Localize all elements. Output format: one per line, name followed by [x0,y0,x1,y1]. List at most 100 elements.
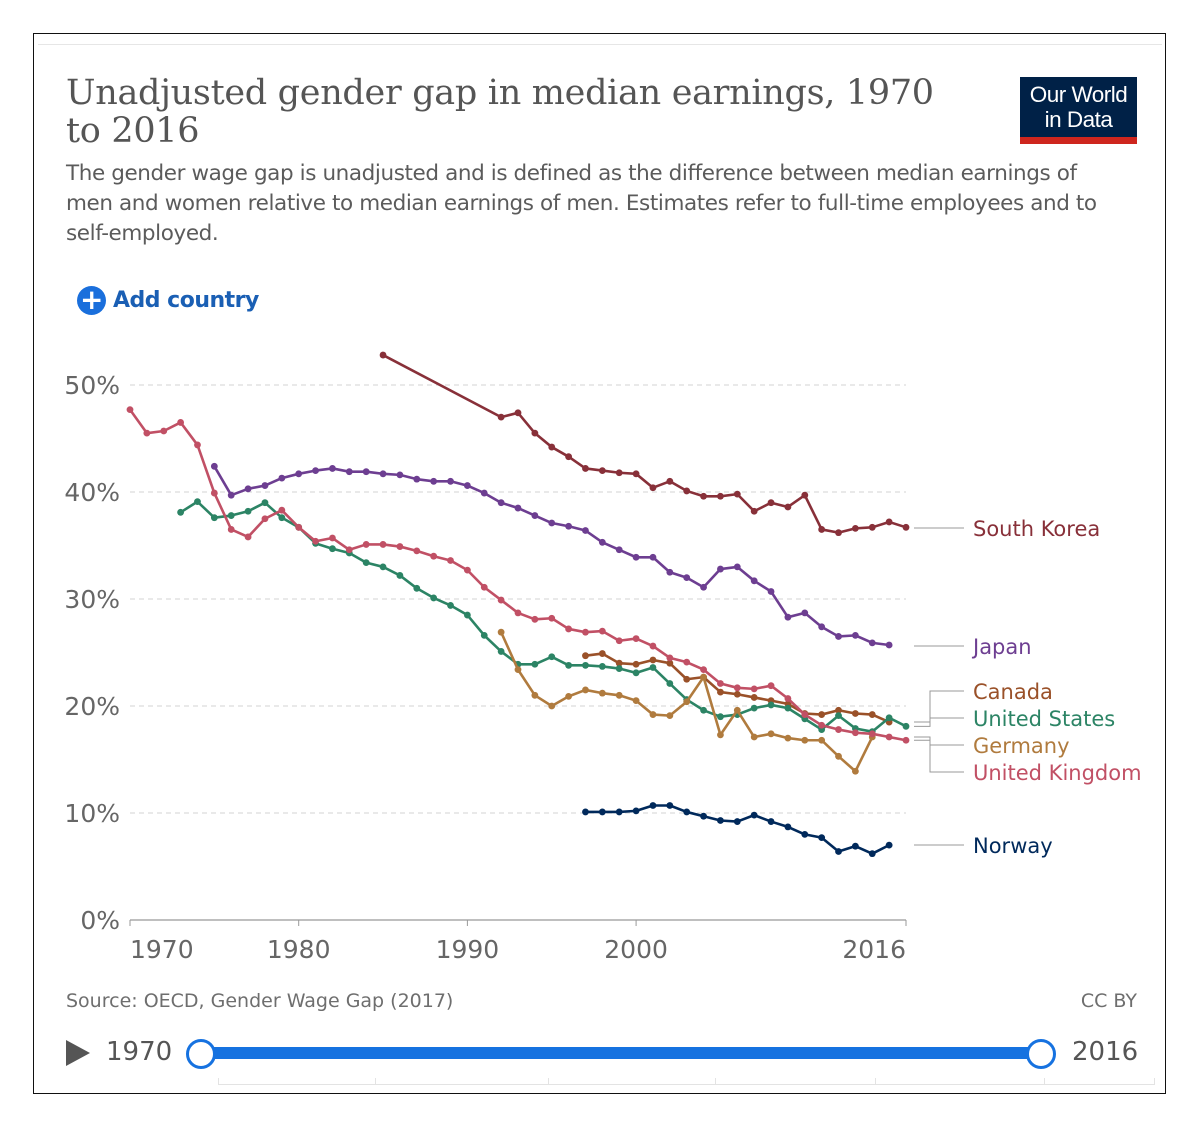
data-point [598,538,606,546]
data-point [396,572,404,579]
owid-logo[interactable]: Our World in Data [1020,77,1137,144]
timeline-start-handle[interactable] [186,1039,216,1069]
data-point [683,675,691,683]
data-point [717,731,724,739]
data-point [666,712,674,720]
data-point [868,730,876,738]
data-point [683,698,691,706]
series-label: Germany [973,734,1070,758]
data-point [683,808,691,816]
data-point [548,443,556,451]
timeline-end-year: 2016 [1072,1037,1139,1067]
data-point [497,628,505,636]
data-point [851,767,859,775]
data-point [463,482,471,489]
data-point [430,552,438,560]
data-point [244,507,252,515]
data-point [733,818,741,825]
data-point [733,563,741,571]
label-connector-line [914,690,964,723]
data-point [700,666,707,674]
data-point [750,733,758,741]
data-point [700,673,707,681]
series-line [179,500,907,733]
data-point [666,654,674,662]
data-point [801,831,809,838]
data-point [683,574,691,581]
data-point [413,547,421,555]
source-note[interactable]: Source: OECD, Gender Wage Gap (2017) [66,990,454,1012]
data-point [615,546,623,554]
data-point [767,588,775,595]
data-point [312,537,319,545]
data-point [244,485,252,493]
data-point [615,637,623,645]
chart-subtitle: The gender wage gap is unadjusted and is… [66,161,1097,246]
data-point [345,468,353,476]
screenshot-frame [33,33,1166,1094]
data-point [733,490,741,498]
data-point [362,468,370,476]
data-point [801,609,809,617]
data-point [582,628,589,636]
data-point [717,565,724,573]
license-link[interactable]: CC BY [1080,990,1137,1012]
label-connector-line [914,717,964,727]
data-point [531,429,539,437]
x-tick-label: 1970 [130,935,194,964]
data-point [750,507,758,515]
play-icon[interactable] [66,1040,90,1066]
data-point [885,733,893,741]
logo-text-line2: in Data [1044,107,1113,132]
y-tick-label: 30% [64,585,120,614]
data-point [261,482,269,489]
data-point [835,712,842,720]
data-point [700,492,707,500]
data-point [717,713,724,721]
series-line [128,408,907,742]
series-line [382,353,907,534]
data-point [683,487,691,495]
data-point [767,818,775,825]
data-point [632,635,640,642]
data-point [700,812,707,820]
add-country-button[interactable]: + Add country [77,286,259,315]
data-point [261,515,269,523]
data-point [177,419,185,426]
series-canada [582,650,893,726]
data-point [565,692,573,700]
data-point [632,470,640,478]
timeline-end-handle[interactable] [1026,1039,1056,1069]
data-point [868,850,876,858]
y-tick-label: 50% [64,371,120,400]
data-point [750,811,758,819]
timeline-start-year: 1970 [106,1037,173,1067]
data-point [379,563,387,571]
data-point [244,533,252,541]
data-point [548,614,556,622]
data-point [818,623,826,631]
data-point [531,691,539,699]
timeline-ticks [218,1078,1155,1085]
data-point [632,553,640,561]
data-point [767,682,775,690]
logo-red-bar [1020,137,1137,144]
data-point [632,669,640,677]
y-tick-label: 0% [80,906,120,935]
data-point [565,453,573,461]
data-point [379,351,387,359]
data-point [126,406,134,414]
data-point [784,734,792,742]
timeline-slider-track[interactable] [200,1047,1041,1059]
data-point [278,506,286,514]
data-point [885,841,893,849]
data-point [615,469,623,477]
data-point [379,541,387,548]
data-point [902,722,910,730]
data-point [666,802,674,809]
data-point [851,710,859,717]
data-point [598,808,606,816]
data-point [480,489,488,497]
data-point [227,491,235,499]
data-point [598,627,606,635]
